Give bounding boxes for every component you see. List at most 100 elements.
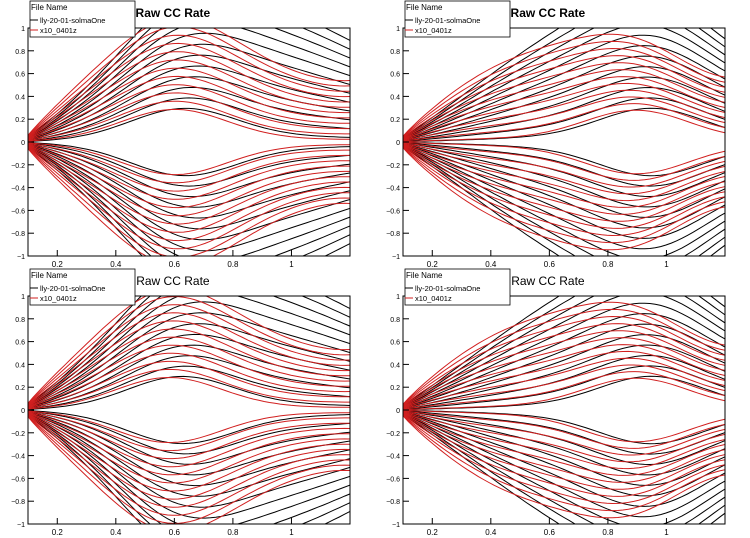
y-tick-label: −0.4 xyxy=(11,454,25,461)
contour-line-red xyxy=(403,413,725,497)
contour-line-red xyxy=(28,108,350,142)
contour-line-black xyxy=(403,28,725,140)
contour-line-black xyxy=(403,97,725,142)
y-tick-label: −0.6 xyxy=(11,208,25,215)
x-tick-label: 0.8 xyxy=(602,260,614,269)
contour-line-black xyxy=(403,142,725,208)
y-tick-label: −1 xyxy=(17,522,25,529)
contour-line-black xyxy=(28,142,350,177)
contour-line-red xyxy=(28,145,350,217)
contour-line-black xyxy=(403,144,725,256)
contour-line-red xyxy=(403,40,725,138)
contour-line-black xyxy=(403,86,725,142)
contour-line-black xyxy=(403,144,725,256)
y-tick-label: 0.8 xyxy=(390,49,400,56)
contour-line-black xyxy=(403,142,725,187)
contour-line-red xyxy=(403,413,725,490)
y-tick-label: −0.2 xyxy=(11,163,25,170)
contour-line-red xyxy=(28,75,350,140)
contour-line-red xyxy=(28,413,350,492)
contour-line-red xyxy=(28,415,350,516)
x-tick-label: 0.4 xyxy=(485,260,497,269)
contour-line-red xyxy=(28,412,350,476)
contour-line-black xyxy=(28,365,350,410)
legend-header: File Name xyxy=(31,271,68,280)
y-tick-label: 0.4 xyxy=(390,362,400,369)
legend-header: File Name xyxy=(406,271,443,280)
chart-panel: Raw CC Rate 0.2 0.4 0.6 0.8 1 −1 −0.8 −0.6 −0.4 −0… xyxy=(386,268,726,537)
contour-line-red xyxy=(28,142,350,176)
legend-entry: lly-20-01-solmaOne xyxy=(40,16,105,25)
contour-line-black xyxy=(403,296,725,407)
contour-line-black xyxy=(28,301,350,408)
contour-line-black xyxy=(403,365,725,410)
y-tick-label: 0.6 xyxy=(390,340,400,347)
y-tick-label: −0.8 xyxy=(11,499,25,506)
legend-box xyxy=(29,268,136,306)
contour-line-red xyxy=(403,357,725,409)
y-tick-label: −0.8 xyxy=(386,499,400,506)
legend-header: File Name xyxy=(31,3,68,12)
contour-line-red xyxy=(403,62,725,139)
y-tick-label: 0 xyxy=(21,140,25,147)
contour-line-red xyxy=(403,412,725,476)
contour-line-red xyxy=(403,69,725,140)
contour-line-red xyxy=(403,145,725,222)
contour-line-red xyxy=(28,296,350,404)
contour-line-black xyxy=(28,296,350,406)
contour-line-red xyxy=(403,142,725,181)
x-tick-label: 0.6 xyxy=(544,528,556,537)
y-tick-label: 1 xyxy=(21,26,25,33)
y-tick-label: −0.2 xyxy=(386,163,400,170)
contour-line-red xyxy=(403,409,725,443)
contour-line-red xyxy=(403,377,725,411)
y-tick-label: 0.2 xyxy=(15,117,25,124)
contour-line-black xyxy=(403,145,725,256)
y-tick-label: 0.4 xyxy=(15,94,25,101)
contour-line-black xyxy=(28,323,350,409)
contour-line-red xyxy=(28,411,350,452)
contour-line-red xyxy=(28,416,350,524)
y-tick-label: 0.4 xyxy=(390,94,400,101)
contour-line-red xyxy=(28,147,350,250)
y-tick-label: 0.6 xyxy=(15,72,25,79)
contour-line-red xyxy=(28,143,350,192)
contour-line-red xyxy=(403,142,725,188)
x-tick-label: 0.8 xyxy=(602,528,614,537)
y-tick-label: 0.4 xyxy=(15,362,25,369)
chart-panel: Raw CC Rate 0.2 0.4 0.6 0.8 1 −1 −0.8 −0.6 −0.4 −0… xyxy=(11,0,351,269)
contour-line-red xyxy=(28,144,350,209)
contour-line-black xyxy=(403,28,725,140)
legend-box xyxy=(404,0,511,38)
contour-line-black xyxy=(403,296,725,408)
y-tick-label: −0.4 xyxy=(386,186,400,193)
contour-line-black xyxy=(403,313,725,409)
legend-entry: lly-20-01-solmaOne xyxy=(40,284,105,293)
chart-panel: Raw CC Rate 0.2 0.4 0.6 0.8 1 −1 −0.8 −0.6 −0.4 −0… xyxy=(11,268,351,537)
x-tick-label: 1 xyxy=(289,528,294,537)
contour-line-red xyxy=(28,145,350,225)
contour-line-black xyxy=(28,414,350,524)
contour-line-red xyxy=(403,315,725,406)
y-tick-label: 0.8 xyxy=(15,317,25,324)
contour-line-black xyxy=(28,412,350,508)
contour-line-black xyxy=(403,296,725,408)
contour-line-black xyxy=(28,43,350,140)
series-group xyxy=(28,28,350,256)
y-tick-label: 0.2 xyxy=(390,117,400,124)
x-tick-label: 1 xyxy=(664,260,669,269)
y-tick-label: 1 xyxy=(21,294,25,301)
series-group xyxy=(403,33,725,251)
contour-line-red xyxy=(28,51,350,138)
series-group xyxy=(403,28,725,256)
contour-line-black xyxy=(28,144,350,241)
x-tick-label: 0.4 xyxy=(110,260,122,269)
y-tick-label: 0.8 xyxy=(390,317,400,324)
contour-line-black xyxy=(28,54,350,141)
contour-line-red xyxy=(28,320,350,406)
legend-entry: x10_0401z xyxy=(40,294,77,303)
contour-line-red xyxy=(28,352,350,408)
contour-line-black xyxy=(28,144,350,256)
contour-line-red xyxy=(403,103,725,142)
